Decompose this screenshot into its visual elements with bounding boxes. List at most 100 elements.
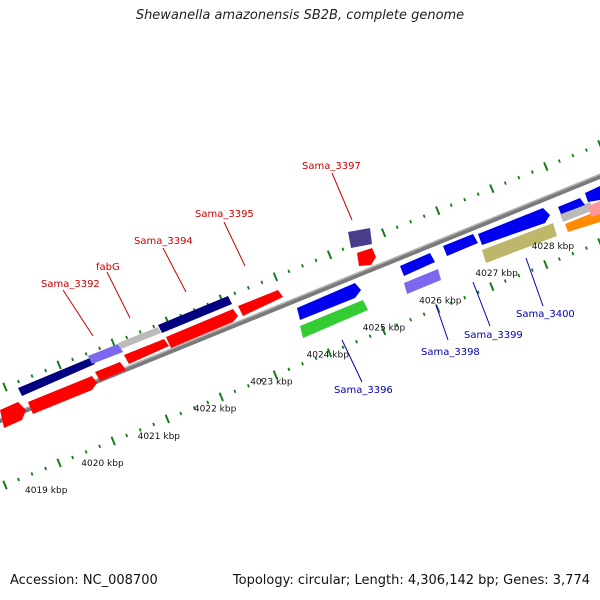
gene-block[interactable]: [118, 327, 161, 349]
upper-tick-mark: [517, 175, 521, 180]
label-leader-lines: [62, 172, 544, 383]
gene-label-fabg[interactable]: fabG: [96, 262, 120, 273]
gene-block[interactable]: [560, 202, 594, 222]
lower-tick-mark: [206, 400, 210, 405]
upper-tick-mark: [138, 330, 142, 334]
gene-label-sama-3398[interactable]: Sama_3398: [421, 347, 480, 358]
tick-label: 4019 kbp: [25, 486, 68, 496]
gene-block[interactable]: [348, 228, 372, 248]
lower-tick-mark: [326, 348, 333, 358]
upper-tick-mark: [301, 263, 304, 268]
lower-tick-mark: [110, 436, 116, 446]
tick-label: 4025 kbp: [363, 323, 406, 333]
lower-tick-mark: [246, 383, 250, 388]
tick-label: 4024 kbp: [307, 351, 350, 361]
tick-label: 4021 kbp: [138, 432, 181, 442]
forward-outer-genes: [18, 201, 600, 396]
lower-tick-mark: [260, 378, 264, 383]
gene-label-sama-3396[interactable]: Sama_3396: [334, 385, 393, 396]
lower-tick-mark: [218, 392, 224, 402]
leader-line: [525, 257, 544, 307]
lower-tick-mark: [422, 312, 426, 317]
gene-block[interactable]: [482, 223, 557, 263]
upper-tick-mark: [341, 247, 345, 252]
gene-label-sama-3395[interactable]: Sama_3395: [195, 209, 254, 220]
lower-tick-mark: [179, 411, 183, 416]
gene-block[interactable]: [300, 300, 368, 338]
upper-tick-mark: [2, 382, 8, 392]
upper-tick-mark: [326, 250, 333, 260]
lower-tick-mark: [138, 428, 142, 432]
gene-labels: Sama_3392 fabG Sama_3394 Sama_3395 Sama_…: [41, 161, 575, 396]
topology-footer: Topology: circular; Length: 4,306,142 bp…: [232, 573, 590, 588]
lower-tick-mark: [571, 251, 575, 256]
gene-label-sama-3399[interactable]: Sama_3399: [464, 330, 523, 341]
gene-block[interactable]: [95, 362, 126, 381]
upper-tick-mark: [557, 159, 561, 163]
lower-tick-mark: [17, 477, 20, 482]
gene-block[interactable]: [357, 248, 376, 266]
lower-tick-mark: [584, 246, 588, 250]
upper-tick-mark: [152, 324, 156, 329]
upper-tick-mark: [44, 368, 48, 373]
scale-tick-labels: 4019 kbp 4020 kbp 4021 kbp 4022 kbp 4023 kbp…: [25, 242, 574, 496]
upper-tick-mark: [17, 379, 20, 384]
lower-tick-mark: [44, 466, 48, 471]
upper-tick-mark: [422, 214, 426, 219]
lower-tick-mark: [233, 389, 237, 394]
lower-tick-mark: [355, 339, 359, 344]
lower-tick-mark: [301, 361, 304, 366]
upper-tick-mark: [571, 153, 575, 158]
gene-block[interactable]: [588, 201, 600, 217]
gene-block[interactable]: [404, 269, 441, 294]
upper-tick-track: [2, 140, 600, 392]
lower-tick-mark: [449, 301, 453, 306]
upper-tick-mark: [449, 203, 453, 208]
gene-block[interactable]: [88, 344, 123, 364]
lower-tick-mark: [98, 444, 102, 449]
lower-tick-track: [2, 238, 600, 490]
leader-line: [62, 289, 94, 337]
lower-tick-mark: [503, 279, 507, 283]
gene-block[interactable]: [297, 283, 361, 320]
gene-block[interactable]: [124, 339, 169, 364]
upper-tick-mark: [409, 219, 413, 224]
lower-tick-mark: [489, 282, 495, 292]
lower-tick-mark: [192, 406, 196, 410]
gene-block[interactable]: [478, 208, 550, 245]
leader-line: [331, 172, 353, 221]
lower-tick-mark: [341, 345, 345, 350]
leader-line: [435, 304, 449, 341]
gene-block[interactable]: [585, 186, 600, 202]
gene-block[interactable]: [166, 309, 238, 348]
gene-label-sama-3392[interactable]: Sama_3392: [41, 279, 100, 290]
gene-block[interactable]: [18, 358, 95, 396]
gene-block[interactable]: [238, 290, 283, 316]
lower-tick-mark: [125, 433, 129, 438]
upper-tick-mark: [380, 228, 387, 238]
lower-tick-mark: [530, 268, 534, 272]
gene-block[interactable]: [158, 296, 232, 333]
upper-tick-mark: [489, 184, 495, 194]
lower-tick-mark: [71, 455, 75, 460]
lower-tick-mark: [287, 367, 291, 372]
upper-tick-mark: [233, 291, 237, 296]
gene-label-sama-3400[interactable]: Sama_3400: [516, 309, 575, 320]
leader-line: [341, 339, 363, 383]
gene-block[interactable]: [400, 253, 435, 276]
gene-label-sama-3397[interactable]: Sama_3397: [302, 161, 361, 172]
lower-tick-mark: [368, 334, 372, 339]
lower-tick-mark: [30, 472, 34, 476]
upper-tick-mark: [476, 192, 480, 196]
lower-tick-mark: [314, 356, 318, 361]
leader-line: [472, 281, 491, 327]
lower-tick-mark: [517, 273, 521, 278]
gene-label-sama-3394[interactable]: Sama_3394: [134, 236, 193, 247]
gene-block[interactable]: [0, 402, 26, 428]
upper-tick-mark: [287, 269, 291, 274]
gene-block[interactable]: [558, 198, 585, 214]
upper-tick-mark: [395, 225, 399, 230]
tick-label: 4026 kbp: [419, 296, 462, 306]
gene-block[interactable]: [28, 376, 97, 414]
gene-block[interactable]: [443, 234, 478, 256]
